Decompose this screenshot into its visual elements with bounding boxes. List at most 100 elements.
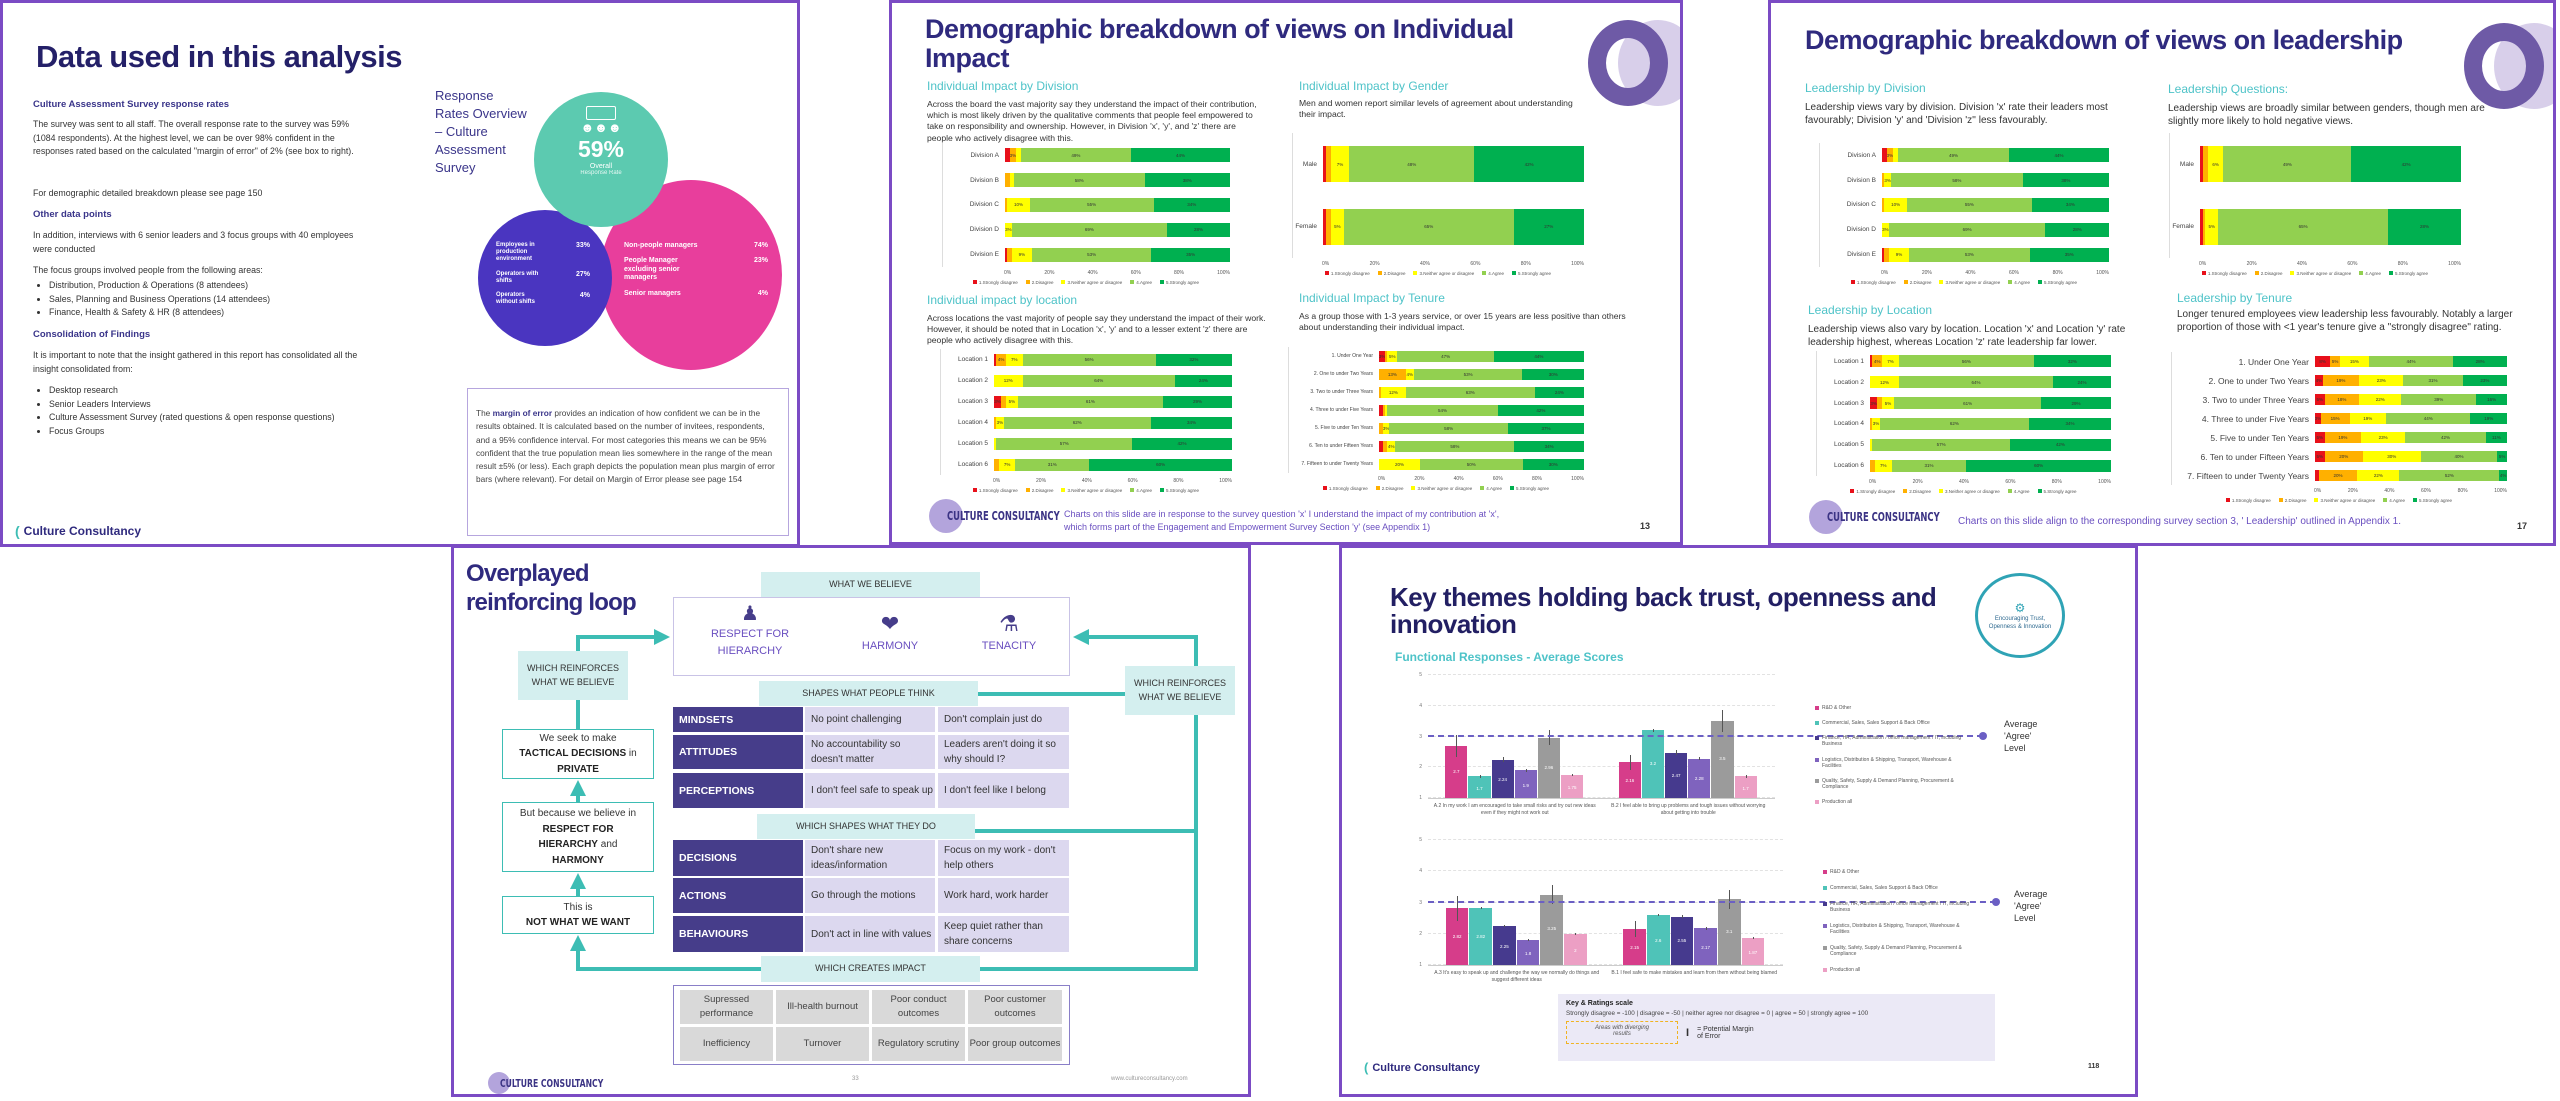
bar-segment: 5% [1330, 208, 1344, 245]
bar-row: 7. Fifteen to under Twenty Years 20% 50% 30… [1289, 458, 1584, 470]
category-label: Location 1 [958, 356, 988, 363]
chart-legend: 1.Strongly disagree 2.Disagree 3.Neither a… [940, 488, 1232, 493]
category-label: Division A [1847, 151, 1876, 159]
bar-row: 3. Two to under Three Years 12% 63% 24% [1289, 386, 1584, 398]
page-number: 17 [2517, 521, 2528, 531]
bar-segment: 49% [1897, 148, 2010, 163]
axis-tick-label: 0% [1322, 261, 1330, 267]
bar-segment: 7% [1874, 459, 1892, 472]
chart-rows: Male 6% 49% 42% Female 5% 65% 28% [2169, 133, 2461, 258]
legend-swatch [1482, 271, 1487, 275]
stacked-bar: 3% 49% 44% [1882, 148, 2109, 163]
bar-segment: 7% [1882, 355, 1899, 368]
legend-swatch [1130, 280, 1135, 284]
error-bar [1681, 914, 1683, 919]
chart-rows: Location 1 4% 7% 56% 32% Location 2 12% 64% 24% L… [940, 349, 1232, 475]
legend-swatch [1160, 488, 1165, 492]
bar-segment: 7% [1330, 146, 1350, 183]
section-heading: Individual impact by location [927, 293, 1078, 307]
bar-segment: 58% [1891, 173, 2023, 188]
bar-segment: 52% [2399, 470, 2500, 481]
bar-segment: 64% [1022, 374, 1175, 387]
bar-segment: 63% [1405, 386, 1535, 398]
legend-swatch [2007, 489, 2012, 493]
stat-label: Non-people managers [624, 242, 698, 249]
legend-swatch [2225, 498, 2230, 502]
chart-leadership-gender: Male 6% 49% 42% Female 5% 65% 28% 0% 20% 40% 60% 80%… [2169, 133, 2461, 276]
stacked-bar: 9% 53% 35% [1882, 247, 2109, 262]
legend-label: Finance, HR, Administration / office man… [1822, 735, 1962, 748]
slide-individual-impact[interactable]: Demographic breakdown of views on Indivi… [889, 0, 1683, 545]
bar-segment: 18% [2324, 394, 2360, 405]
slide-reinforcing-loop[interactable]: Overplayed reinforcing loop What we beli… [451, 545, 1251, 1097]
axis-tick-label: 20% [2246, 261, 2257, 267]
bar-segment: 3% [1005, 222, 1012, 237]
focus-area-list: Distribution, Production & Operations (8… [33, 279, 368, 320]
plot-area: 1 2 3 4 5 2.7 1.7 2.24 1.9 2.96 1.75 A.2 In my work… [1419, 672, 1987, 816]
category-label: 1. Under One Year [2238, 356, 2309, 367]
slide-key-themes[interactable]: Key themes holding back trust, openness … [1339, 545, 2138, 1097]
chart-legend: 1.Strongly disagree 2.Disagree 3.Neither a… [2169, 271, 2461, 276]
bar-segment [2200, 146, 2203, 183]
chart-legend: 1.Strongly disagree 2.Disagree 3.Neither a… [1816, 489, 2111, 494]
cell: Don't complain just do [938, 707, 1069, 732]
bar-segment [1383, 404, 1386, 416]
bar-segment: 56% [1898, 355, 2034, 368]
stacked-bar: 4% 58% 34% [1379, 440, 1584, 452]
legend-item: 1.Strongly disagree [1324, 271, 1370, 276]
bar-row: 3. Two to under Three Years 5% 18% 22% 39% 16… [2172, 394, 2507, 405]
slide-title: Demographic breakdown of views on Indivi… [925, 14, 1514, 74]
error-bar [1551, 885, 1553, 905]
bar-segment: 64% [1898, 376, 2054, 389]
category-label: 6. Ten to under Fifteen Years [2200, 451, 2309, 462]
stacked-bar: 3% 62% 34% [1870, 417, 2111, 430]
box-text: But because we believe in [519, 808, 637, 819]
chart-legend: R&D & Other Commercial, Sales, Sales Supp… [1823, 869, 1980, 973]
bar-segment [1870, 459, 1875, 472]
error-bar [1699, 757, 1701, 761]
bar-row: 4. Three to under Five Years 54% 42% [1289, 404, 1584, 416]
bar-segment: 3% [1882, 222, 1889, 237]
error-bar [1745, 775, 1747, 778]
legend-label: Finance, HR, Administration / office man… [1830, 901, 1970, 913]
bar-row: Female 5% 65% 27% [1293, 208, 1584, 245]
cell: Leaders aren't doing it so why should I? [938, 735, 1069, 769]
bar-row: 6. Ten to under Fifteen Years 4% 58% 34% [1289, 440, 1584, 452]
bar-segment: 4% [1872, 355, 1883, 368]
legend-swatch [1850, 280, 1855, 284]
bar: 2.28 [1688, 757, 1711, 798]
axis-tick-label: 60% [1127, 478, 1138, 484]
legend-item: Quality, Safety, Supply & Demand Plannin… [1823, 945, 1980, 957]
axis-tick-label: 80% [1173, 270, 1184, 276]
bar-segment [1016, 148, 1021, 163]
logo-text: CULTURE CONSULTANCY [947, 509, 1060, 523]
bar-segment [1001, 395, 1006, 408]
bar-row: 2. One to under Two Years 4% 19% 23% 31% 23% [2172, 375, 2507, 386]
bar-segment: 34% [2031, 197, 2109, 212]
list-item: Finance, Health & Safety & HR (8 attende… [49, 306, 368, 320]
legend-swatch [2278, 498, 2283, 502]
bar-segment: 62% [1003, 416, 1152, 429]
legend-item: 3.Neither agree or disagree [1413, 271, 1474, 276]
bar-row: Location 5 57% 42% [1817, 438, 2111, 451]
axis-tick-label: 60% [2347, 261, 2358, 267]
bar: 2.96 [1537, 730, 1560, 798]
axis-tick-label: 80% [2397, 261, 2408, 267]
stacked-bar: 5% 20% 30% 40% 5% [2315, 451, 2507, 462]
slide-data-used[interactable]: Data used in this analysis Culture Asses… [0, 0, 800, 547]
axis-tick-label: 80% [2051, 479, 2062, 485]
bar-segment: 44% [1131, 148, 1230, 163]
section-heading: Individual Impact by Gender [1299, 79, 1449, 93]
error-bar [1575, 932, 1577, 935]
x-axis: 0% 20% 40% 60% 80% 100% [1378, 476, 1584, 482]
bar-segment: 5% [2330, 356, 2340, 367]
slide-leadership[interactable]: Demographic breakdown of views on leader… [1768, 0, 2556, 546]
chart-legend: 1.Strongly disagree 2.Disagree 3.Neither a… [2171, 498, 2507, 503]
bar-segment: 5% [2497, 451, 2507, 462]
hands-heart-icon: ❤ [880, 611, 900, 636]
section-heading: Culture Assessment Survey response rates [33, 99, 230, 110]
stat-value: 4% [579, 291, 590, 299]
category-label: Division B [970, 176, 999, 184]
axis-tick-label: 60% [1492, 476, 1503, 482]
logo-text: Culture Consultancy [1372, 1061, 1480, 1074]
